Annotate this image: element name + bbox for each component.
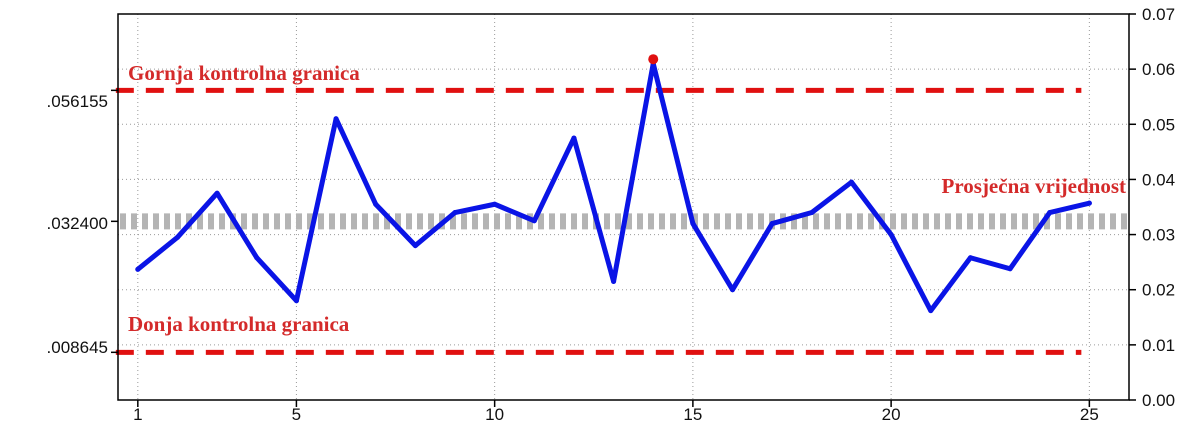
y-tick-label-7: 0.07 bbox=[1142, 5, 1175, 24]
data-point-1 bbox=[135, 266, 141, 272]
data-point-17 bbox=[769, 221, 775, 227]
mean-label: Prosječna vrijednost bbox=[942, 174, 1127, 198]
data-point-15 bbox=[690, 221, 696, 227]
x-tick-label-1: 5 bbox=[292, 405, 301, 423]
y-tick-label-3: 0.03 bbox=[1142, 226, 1175, 245]
data-point-24 bbox=[1047, 210, 1053, 216]
y-tick-label-1: 0.01 bbox=[1142, 336, 1175, 355]
y-tick-label-0: 0.00 bbox=[1142, 391, 1175, 410]
x-tick-label-0: 1 bbox=[133, 405, 142, 423]
data-point-25 bbox=[1086, 200, 1092, 206]
y-tick-label-4: 0.04 bbox=[1142, 170, 1175, 189]
axis-ticks: 1 5 10 15 20 250.000.010.020.030.040.050.060.… bbox=[111, 5, 1175, 423]
data-point-2 bbox=[174, 234, 180, 240]
data-point-4 bbox=[254, 255, 260, 261]
x-tick-label-2: 10 bbox=[485, 405, 504, 423]
data-point-5 bbox=[293, 298, 299, 304]
data-point-3 bbox=[214, 190, 220, 196]
data-point-16 bbox=[730, 287, 736, 293]
data-point-13 bbox=[611, 278, 617, 284]
left-axis-label-mean: .032400 bbox=[47, 214, 108, 233]
y-tick-label-6: 0.06 bbox=[1142, 60, 1175, 79]
x-tick-label-5: 25 bbox=[1080, 405, 1099, 423]
out-of-control-point bbox=[648, 54, 659, 65]
points bbox=[135, 54, 1092, 314]
data-point-18 bbox=[809, 210, 815, 216]
data-point-7 bbox=[373, 201, 379, 207]
lower-limit-label: Donja kontrolna granica bbox=[128, 312, 350, 336]
data-point-11 bbox=[531, 218, 537, 224]
x-tick-label-3: 15 bbox=[683, 405, 702, 423]
x-tick-label-4: 20 bbox=[882, 405, 901, 423]
plot-frame bbox=[117, 13, 1130, 401]
data-point-12 bbox=[571, 135, 577, 141]
data-point-9 bbox=[452, 210, 458, 216]
data-point-6 bbox=[333, 116, 339, 122]
data-point-10 bbox=[492, 201, 498, 207]
data-point-20 bbox=[888, 232, 894, 238]
y-tick-label-2: 0.02 bbox=[1142, 281, 1175, 300]
left-axis-label-ucl: .056155 bbox=[47, 92, 108, 111]
left-axis-label-lcl: .008645 bbox=[47, 338, 108, 357]
data-point-21 bbox=[928, 308, 934, 314]
data-point-19 bbox=[848, 179, 854, 185]
control-limit-lines bbox=[115, 87, 1127, 355]
data-point-23 bbox=[1007, 266, 1013, 272]
y-tick-label-5: 0.05 bbox=[1142, 115, 1175, 134]
data-point-8 bbox=[412, 243, 418, 249]
upper-limit-label: Gornja kontrolna granica bbox=[128, 61, 360, 85]
data-point-22 bbox=[967, 255, 973, 261]
